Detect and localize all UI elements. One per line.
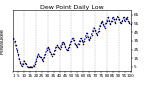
Text: Milwaukee: Milwaukee — [0, 28, 5, 54]
Title: Dew Point Daily Low: Dew Point Daily Low — [40, 5, 104, 10]
